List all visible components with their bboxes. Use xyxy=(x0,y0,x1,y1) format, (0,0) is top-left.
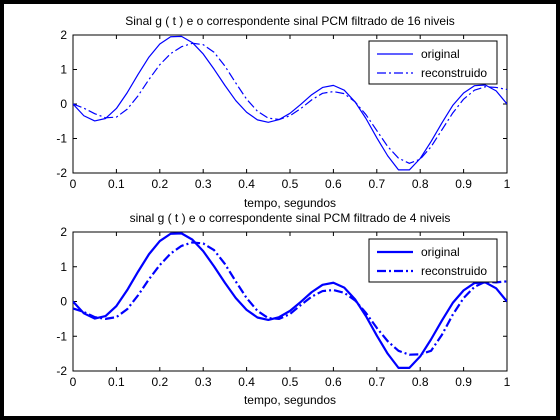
x-tick-label: 0.6 xyxy=(325,177,342,191)
x-tick-label: 0.3 xyxy=(195,177,212,191)
y-tick-label: 0 xyxy=(60,97,67,111)
x-tick-label: 0.5 xyxy=(282,177,299,191)
y-tick-label: -1 xyxy=(56,132,67,146)
x-tick-label: 0.1 xyxy=(108,375,125,389)
x-tick-label: 0.1 xyxy=(108,177,125,191)
x-tick-label: 1 xyxy=(504,375,511,389)
chart-xlabel-2: tempo, segundos xyxy=(244,393,336,407)
series-line-reconstruido xyxy=(73,42,507,164)
legend-label: original xyxy=(421,47,460,61)
chart-axes-1: 0 0.1 0.2 0.3 0.4 0.5 0.6 0.7 0.8 0.9 1 2 1 0 -1 -2 orig… xyxy=(56,28,510,191)
y-tick-label: 1 xyxy=(60,260,67,274)
y-tick-label: -1 xyxy=(56,329,67,343)
series-line-original xyxy=(73,232,507,369)
x-tick-label: 0.2 xyxy=(151,375,168,389)
x-tick-label: 0.7 xyxy=(368,177,385,191)
x-tick-label: 0.3 xyxy=(195,375,212,389)
legend-box xyxy=(368,40,498,85)
legend-label: reconstruido xyxy=(421,264,487,278)
chart-title-1: Sinal g ( t ) e o correspondente sinal P… xyxy=(125,14,455,28)
legend-label: original xyxy=(421,245,460,259)
x-tick-label: 0 xyxy=(70,177,77,191)
x-tick-label: 0.9 xyxy=(455,375,472,389)
x-tick-label: 0 xyxy=(70,375,77,389)
x-tick-label: 0.4 xyxy=(238,375,255,389)
y-tick-label: -2 xyxy=(56,364,67,378)
legend: original reconstruido xyxy=(368,238,498,283)
series-line-original xyxy=(73,35,507,171)
x-tick-label: 0.9 xyxy=(455,177,472,191)
x-tick-label: 0.8 xyxy=(412,375,429,389)
legend-label: reconstruido xyxy=(421,66,487,80)
y-tick-label: -2 xyxy=(56,166,67,180)
y-tick-label: 2 xyxy=(60,28,67,42)
x-tick-label: 1 xyxy=(504,177,511,191)
x-tick-label: 0.2 xyxy=(151,177,168,191)
x-tick-label: 0.5 xyxy=(282,375,299,389)
x-tick-label: 0.7 xyxy=(368,375,385,389)
y-tick-label: 0 xyxy=(60,295,67,309)
chart-xlabel-1: tempo, segundos xyxy=(244,196,336,210)
legend: original reconstruido xyxy=(368,40,498,85)
series-line-reconstruido xyxy=(73,241,507,356)
x-tick-label: 0.6 xyxy=(325,375,342,389)
x-tick-label: 0.4 xyxy=(238,177,255,191)
y-tick-label: 2 xyxy=(60,225,67,239)
x-tick-label: 0.8 xyxy=(412,177,429,191)
y-tick-label: 1 xyxy=(60,63,67,77)
chart-title-2: sinal g ( t ) e o correspondente sinal P… xyxy=(130,211,451,225)
chart-axes-2: 0 0.1 0.2 0.3 0.4 0.5 0.6 0.7 0.8 0.9 1 2 1 0 -1 -2 orig… xyxy=(56,225,510,389)
legend-box xyxy=(368,238,498,283)
